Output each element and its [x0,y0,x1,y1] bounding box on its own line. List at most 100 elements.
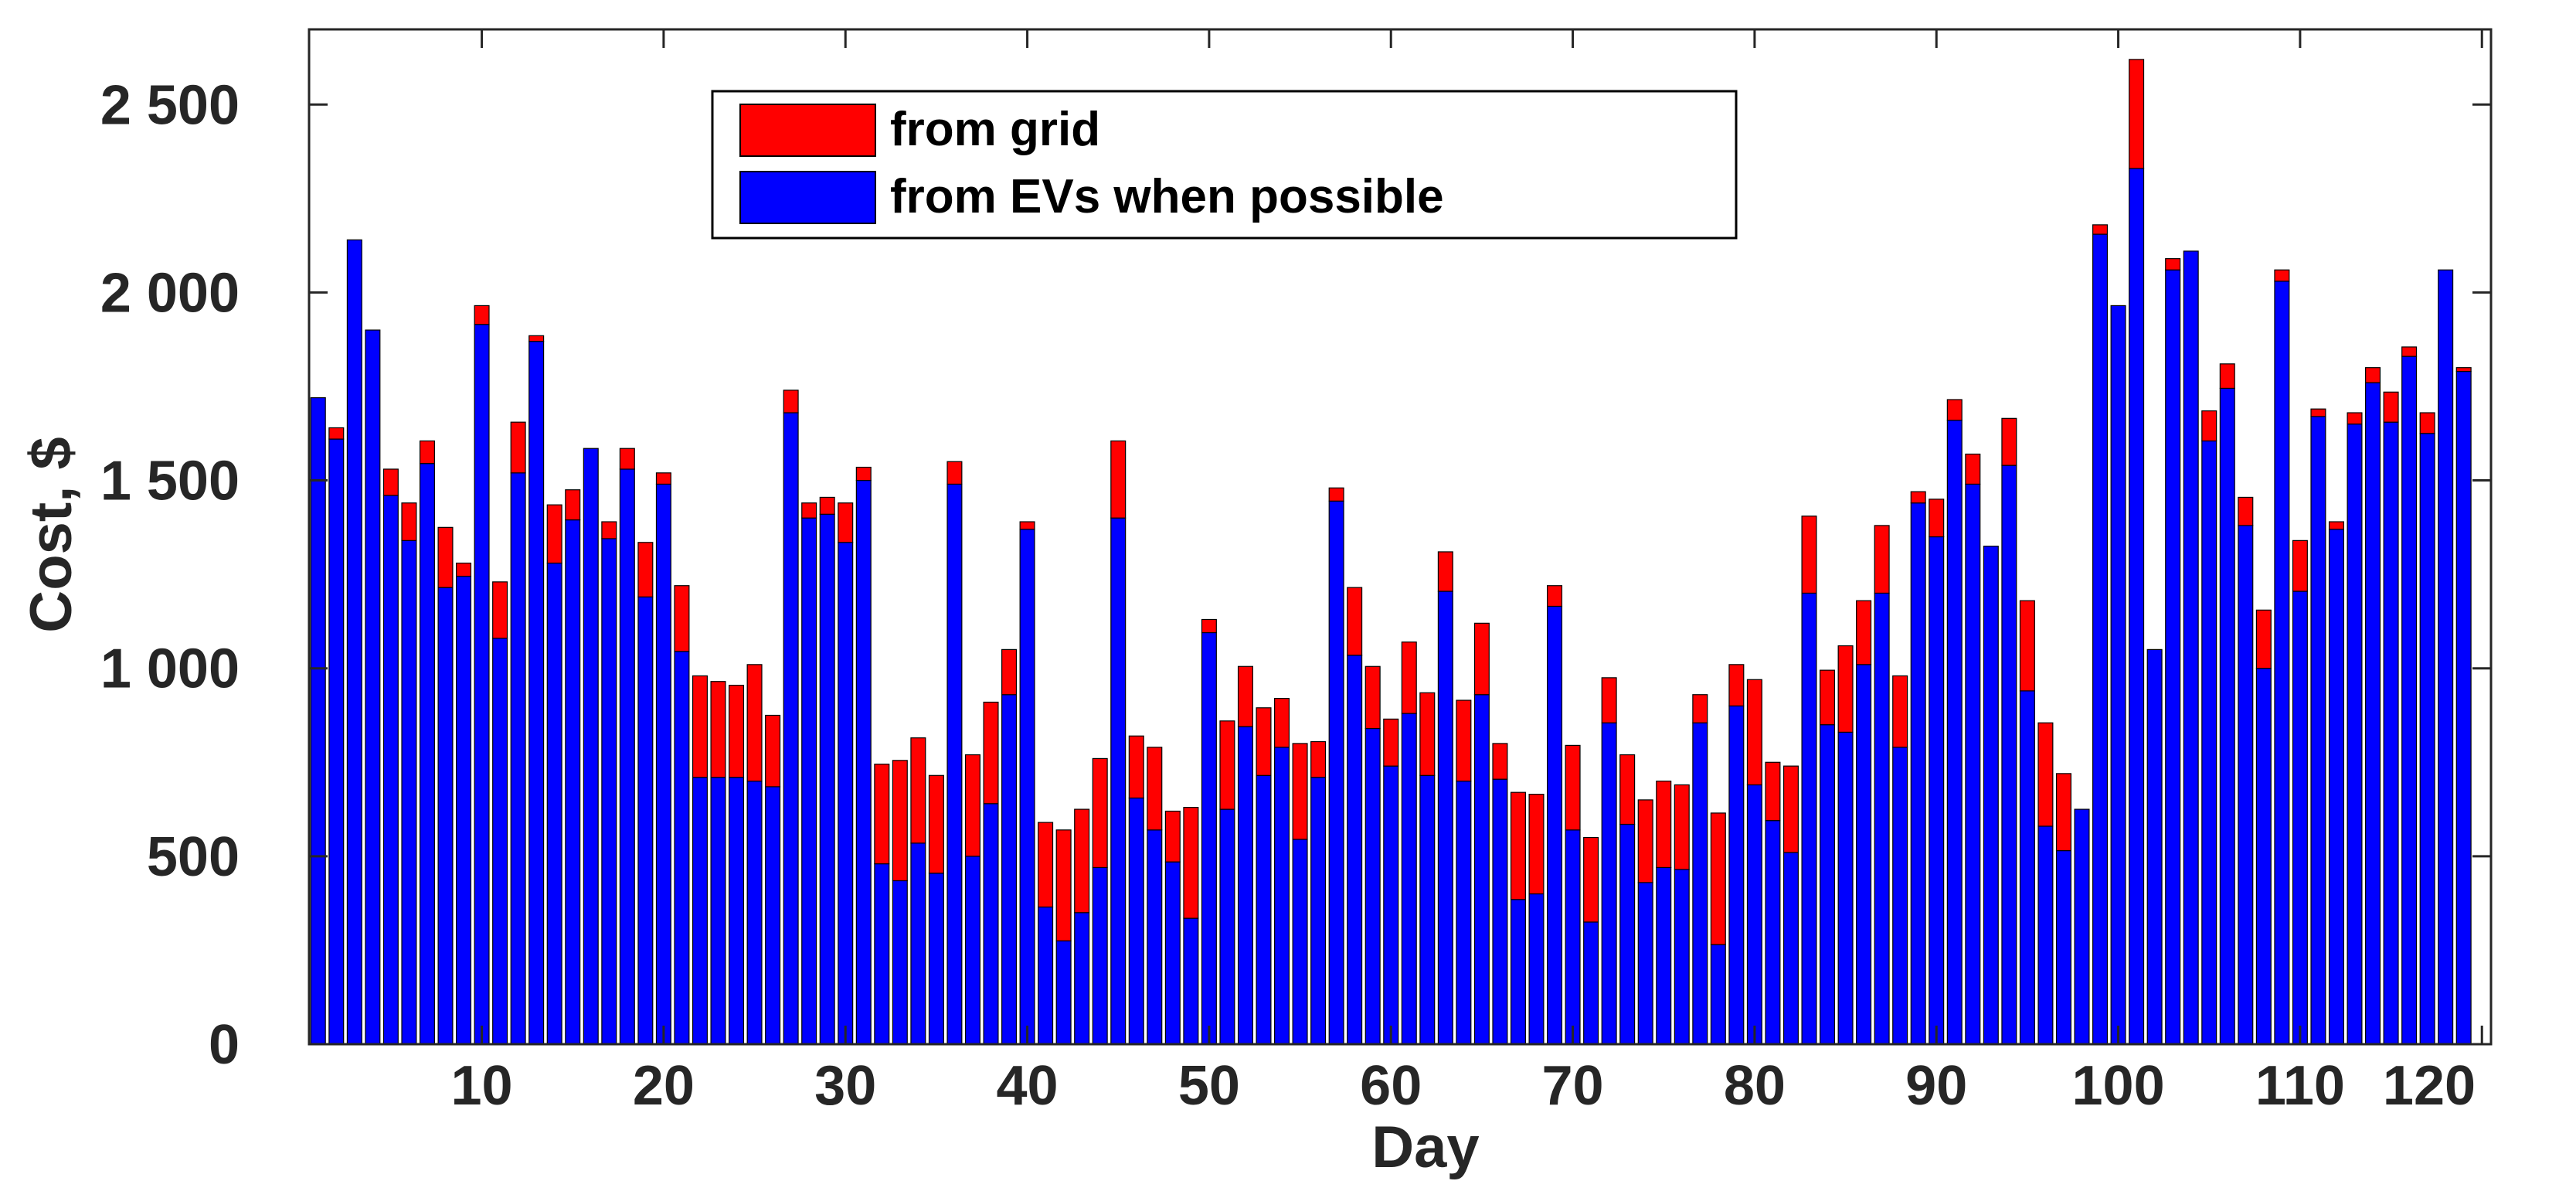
bar-grid-day-9 [456,562,472,577]
bar-grid-day-64 [1456,699,1472,782]
bar-evs-day-87 [1874,592,1890,1045]
bar-grid-day-54 [1274,698,1290,748]
bar-grid-day-14 [546,504,562,564]
bar-evs-day-75 [1656,866,1672,1045]
bar-grid-day-10 [474,305,490,325]
bar-grid-day-66 [1492,743,1508,780]
bar-grid-day-108 [2255,609,2272,669]
bar-evs-day-33 [892,880,908,1045]
bar-evs-day-117 [2419,433,2435,1045]
bar-evs-day-61 [1401,713,1417,1045]
y-tick-label-2500: 2 500 [100,74,240,136]
bar-evs-day-49 [1183,917,1199,1045]
bar-grid-day-32 [874,764,890,865]
bar-grid-day-33 [892,760,908,882]
bar-grid-day-61 [1401,642,1417,714]
x-tick-label-50: 50 [1178,1055,1240,1117]
bar-evs-day-80 [1746,784,1762,1045]
bar-grid-day-99 [2092,224,2109,235]
axis-ticks-group [309,29,2491,1046]
bar-evs-day-104 [2183,250,2199,1045]
bar-grid-day-2 [328,427,345,440]
bar-evs-day-93 [1983,546,1999,1045]
bar-evs-day-62 [1419,774,1436,1045]
bar-evs-day-45 [1110,517,1127,1045]
legend-label-evs: from EVs when possible [890,170,1444,223]
bar-evs-day-1 [310,396,326,1045]
bar-grid-day-58 [1347,587,1363,656]
bar-grid-day-36 [946,461,963,485]
bar-evs-day-6 [401,539,417,1045]
bar-grid-day-60 [1383,718,1399,767]
bar-evs-day-66 [1492,778,1508,1045]
bar-evs-day-99 [2092,233,2109,1045]
bar-grid-day-83 [1801,516,1817,594]
bar-evs-day-5 [382,495,399,1045]
bar-evs-day-91 [1946,420,1963,1045]
x-axis-title: Day [1371,1115,1479,1180]
bar-evs-day-57 [1328,500,1344,1045]
bar-evs-day-28 [801,517,817,1045]
bar-evs-day-35 [928,873,944,1045]
x-tick-label-100: 100 [2071,1055,2164,1117]
bar-evs-day-103 [2165,269,2181,1045]
bar-evs-day-15 [565,519,581,1045]
bar-evs-day-100 [2110,305,2126,1045]
bar-grid-day-85 [1837,645,1854,733]
bar-evs-day-7 [419,463,435,1045]
bar-grid-day-51 [1219,720,1235,810]
bar-grid-day-13 [528,335,545,342]
bar-evs-day-4 [365,329,381,1045]
bar-evs-day-97 [2055,849,2071,1045]
bar-grid-day-53 [1256,707,1272,776]
bar-grid-day-57 [1328,487,1344,502]
bar-evs-day-11 [492,638,508,1045]
x-tick-label-110: 110 [2255,1055,2345,1117]
bar-grid-day-59 [1364,665,1381,730]
bar-grid-day-49 [1183,807,1199,919]
bar-grid-day-22 [692,675,708,778]
bar-grid-day-46 [1128,735,1144,799]
bar-evs-day-54 [1274,747,1290,1045]
bar-grid-day-74 [1637,799,1653,883]
bar-grid-day-43 [1074,808,1090,914]
bar-grid-day-109 [2274,269,2290,282]
bar-evs-day-25 [746,780,763,1045]
bar-grid-day-110 [2292,539,2308,592]
bar-evs-day-20 [655,483,671,1045]
bar-grid-day-6 [401,502,417,541]
bar-evs-day-50 [1201,631,1217,1045]
bar-grid-day-39 [1001,648,1018,696]
bar-evs-day-23 [710,777,726,1045]
bar-evs-day-29 [819,513,835,1045]
bar-evs-day-19 [637,596,654,1045]
bar-evs-day-110 [2292,590,2308,1045]
bar-grid-day-77 [1692,694,1708,723]
bar-evs-day-67 [1510,899,1526,1045]
bar-evs-day-34 [910,842,926,1045]
bar-evs-day-70 [1565,829,1581,1045]
bar-evs-day-18 [619,468,635,1045]
bar-evs-day-95 [2019,690,2035,1045]
bar-evs-day-2 [328,438,345,1045]
bar-evs-day-88 [1892,747,1908,1045]
bar-evs-day-30 [838,542,854,1045]
bar-evs-day-63 [1437,590,1453,1045]
y-tick-label-1000: 1 000 [100,638,240,700]
bar-grid-day-50 [1201,618,1217,634]
bar-grid-day-21 [674,585,690,652]
bar-grid-day-71 [1583,836,1599,923]
bar-evs-day-10 [474,324,490,1045]
bar-evs-day-46 [1128,797,1144,1045]
x-tick-label-30: 30 [814,1055,876,1117]
legend-label-grid: from grid [890,103,1100,156]
bar-evs-day-119 [2455,370,2472,1045]
bar-evs-day-115 [2383,421,2399,1045]
bar-grid-day-62 [1419,692,1436,776]
y-axis-title: Cost, $ [19,437,84,632]
bar-grid-day-72 [1601,677,1617,723]
legend-swatch-evs [739,171,876,224]
bar-grid-day-8 [437,526,454,588]
bar-grid-day-116 [2401,346,2418,357]
